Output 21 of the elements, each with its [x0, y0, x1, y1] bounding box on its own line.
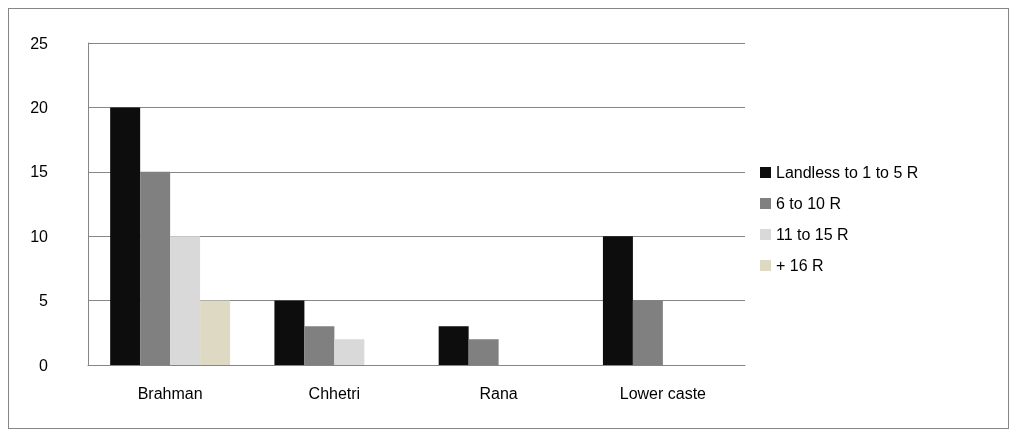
- y-tick-label: 15: [30, 163, 49, 181]
- legend-label: 6 to 10 R: [776, 195, 841, 212]
- legend-label: 11 to 15 R: [776, 226, 849, 243]
- legend-label: Landless to 1 to 5 R: [776, 164, 919, 181]
- legend-label: + 16 R: [776, 257, 824, 274]
- y-tick-label: 25: [30, 34, 49, 52]
- bar: [200, 300, 231, 365]
- bar: [274, 300, 305, 365]
- y-tick-label: 0: [39, 356, 49, 374]
- x-tick-label: Rana: [479, 384, 518, 402]
- y-tick-label: 10: [30, 227, 49, 245]
- bar: [334, 339, 365, 365]
- bar: [602, 236, 633, 365]
- bar: [438, 326, 469, 365]
- y-tick-label: 5: [39, 292, 49, 310]
- x-tick-label: Brahman: [137, 384, 203, 402]
- x-tick-label: Chhetri: [308, 384, 361, 402]
- y-tick-label: 20: [30, 98, 49, 116]
- x-tick-label: Lower caste: [619, 384, 707, 402]
- bar: [110, 107, 141, 365]
- bar: [170, 236, 201, 365]
